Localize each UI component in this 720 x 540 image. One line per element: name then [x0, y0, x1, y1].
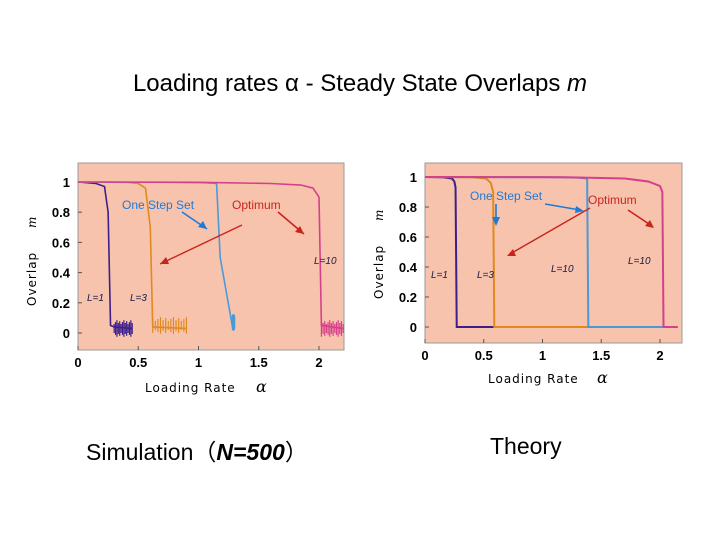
annotation-one-step-set-left: One Step Set	[122, 198, 195, 212]
y-tick-label-left: 0	[63, 326, 70, 341]
series-label-left-0: L=1	[87, 293, 104, 304]
caption-simulation: Simulation（N=500）	[86, 433, 308, 467]
series-line-left-3	[77, 181, 344, 330]
x-axis-label-left: Loading Rate	[145, 381, 236, 395]
x-axis-symbol-left: α	[256, 377, 267, 396]
arrow-head-optimum-left	[295, 226, 304, 234]
series-label-left-1: L=3	[130, 293, 147, 304]
arrow-head-one-step-left	[198, 221, 207, 229]
x-tick-label-left: 1	[195, 355, 202, 370]
title-text: Loading rates α - Steady State Overlaps	[132, 70, 568, 97]
x-tick-label-left: 0.5	[129, 355, 147, 370]
annotation-optimum-left: Optimum	[232, 198, 281, 212]
caption-theory: Theory	[490, 433, 562, 459]
y-tick-label-left: 1	[63, 175, 70, 190]
caption-simulation-variable: N=500	[216, 439, 285, 465]
y-tick-label-left: 0.6	[52, 235, 70, 250]
y-tick-label-left: 0.4	[52, 266, 71, 281]
page-title: Loading rates α - Steady State Overlaps …	[0, 70, 720, 98]
plot-area-left	[77, 162, 345, 351]
y-tick-label-left: 0.2	[52, 296, 70, 311]
y-tick-label-left: 0.8	[52, 205, 70, 220]
title-variable: m	[567, 70, 588, 97]
arrow-optimum-left-2	[159, 224, 243, 265]
caption-simulation-suffix: ）	[284, 439, 308, 465]
y-axis-symbol-left: m	[25, 217, 39, 228]
x-tick-label-left: 2	[315, 355, 322, 370]
x-tick-label-left: 0	[74, 355, 81, 370]
x-tick-label-left: 1.5	[250, 355, 268, 370]
caption-simulation-prefix: Simulation（	[86, 439, 217, 465]
y-axis-label-left: Overlap	[25, 252, 39, 306]
arrow-head-optimum-left-2	[160, 257, 169, 264]
series-label-left-3: L=10	[314, 256, 337, 267]
